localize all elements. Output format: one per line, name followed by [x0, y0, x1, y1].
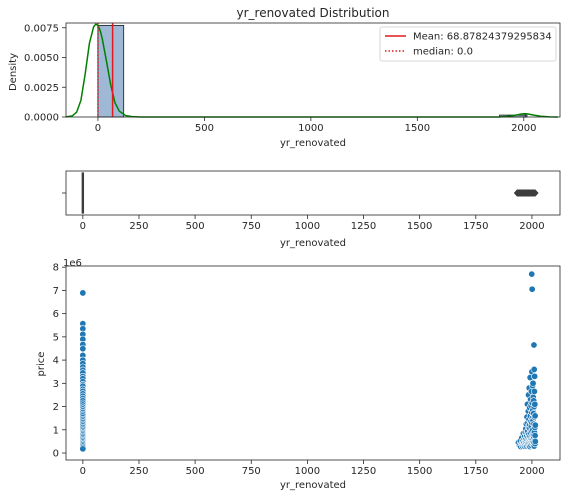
scatter-ytick-label: 8	[53, 263, 59, 274]
boxplot-xtick-label: 0	[80, 221, 86, 232]
scatter-xlabel: yr_renovated	[280, 480, 346, 491]
scatter-xtick-label: 1000	[295, 466, 320, 477]
histogram-ylabel: Density	[8, 53, 19, 91]
scatter-ytick-label: 4	[53, 356, 59, 367]
scatter-point	[531, 372, 539, 380]
scatter-point	[529, 379, 537, 387]
boxplot-xtick-label: 1750	[463, 221, 488, 232]
scatter-axes-frame	[65, 265, 561, 461]
histogram-axes-frame	[65, 22, 561, 118]
scatter-xtick-label: 1500	[407, 466, 432, 477]
histogram-ytick-label: 0.0025	[24, 83, 59, 94]
scatter-ytick-label: 3	[53, 379, 59, 390]
histogram-xtick-label: 1500	[405, 123, 430, 134]
histogram-panel: yr_renovated Distribution Density yr_ren…	[8, 6, 561, 149]
scatter-xtick-label: 1750	[463, 466, 488, 477]
scatter-point	[530, 365, 538, 373]
scatter-point	[531, 432, 539, 440]
boxplot-xtick-label: 1000	[295, 221, 320, 232]
scatter-point	[531, 412, 539, 420]
scatter-xtick-label: 500	[186, 466, 205, 477]
scatter-ytick-label: 5	[53, 332, 59, 343]
scatter-ytick-label: 1	[53, 425, 59, 436]
scatter-point	[528, 270, 536, 278]
scatter-xtick-label: 250	[129, 466, 148, 477]
scatter-offset-label: 1e6	[63, 258, 82, 269]
histogram-ytick-label: 0.0075	[24, 23, 59, 34]
scatter-point	[528, 285, 536, 293]
histogram-xtick-label: 500	[195, 123, 214, 134]
scatter-point	[79, 345, 87, 353]
histogram-xtick-label: 0	[95, 123, 101, 134]
scatter-ytick-label: 6	[53, 309, 59, 320]
scatter-xtick-label: 0	[80, 466, 86, 477]
scatter-xtick-label: 750	[242, 466, 261, 477]
scatter-ylabel: price	[36, 352, 47, 377]
histogram-title: yr_renovated Distribution	[236, 6, 389, 20]
scatter-point	[531, 421, 539, 429]
scatter-panel: 1e6 price 0 250 500 750 1000 1250 1500 1750 2000…	[36, 258, 561, 491]
boxplot-xtick-label: 2000	[519, 221, 544, 232]
histogram-xlabel: yr_renovated	[280, 138, 346, 149]
boxplot-xlabel: yr_renovated	[280, 238, 346, 249]
histogram-legend: Mean: 68.87824379295834 median: 0.0	[379, 26, 557, 62]
boxplot-xtick-label: 250	[129, 221, 148, 232]
scatter-point	[530, 341, 538, 349]
boxplot-outlier	[531, 189, 539, 197]
scatter-ytick-label: 7	[53, 286, 59, 297]
histogram-xtick-label: 1000	[298, 123, 323, 134]
scatter-ytick-label: 0	[53, 449, 59, 460]
histogram-ytick-label: 0.0050	[24, 53, 59, 64]
legend-median-label: median: 0.0	[413, 47, 473, 58]
boxplot-xtick-label: 500	[186, 221, 205, 232]
scatter-ytick-label: 2	[53, 402, 59, 413]
scatter-point	[79, 289, 87, 297]
scatter-point	[530, 387, 538, 395]
scatter-xtick-label: 1250	[351, 466, 376, 477]
scatter-xtick-label: 2000	[519, 466, 544, 477]
histogram-xtick-label: 2000	[511, 123, 536, 134]
boxplot-axes-frame	[65, 170, 561, 216]
legend-mean-label: Mean: 68.87824379295834	[413, 32, 552, 43]
boxplot-xtick-label: 1250	[351, 221, 376, 232]
boxplot-xtick-label: 750	[242, 221, 261, 232]
scatter-point	[531, 400, 539, 408]
scatter-point	[531, 437, 539, 445]
boxplot-xtick-label: 1500	[407, 221, 432, 232]
histogram-ytick-label: 0.0000	[24, 113, 59, 124]
boxplot-panel: 0 250 500 750 1000 1250 1500 1750 2000 yr_renova…	[62, 170, 561, 249]
scatter-point	[79, 445, 87, 453]
